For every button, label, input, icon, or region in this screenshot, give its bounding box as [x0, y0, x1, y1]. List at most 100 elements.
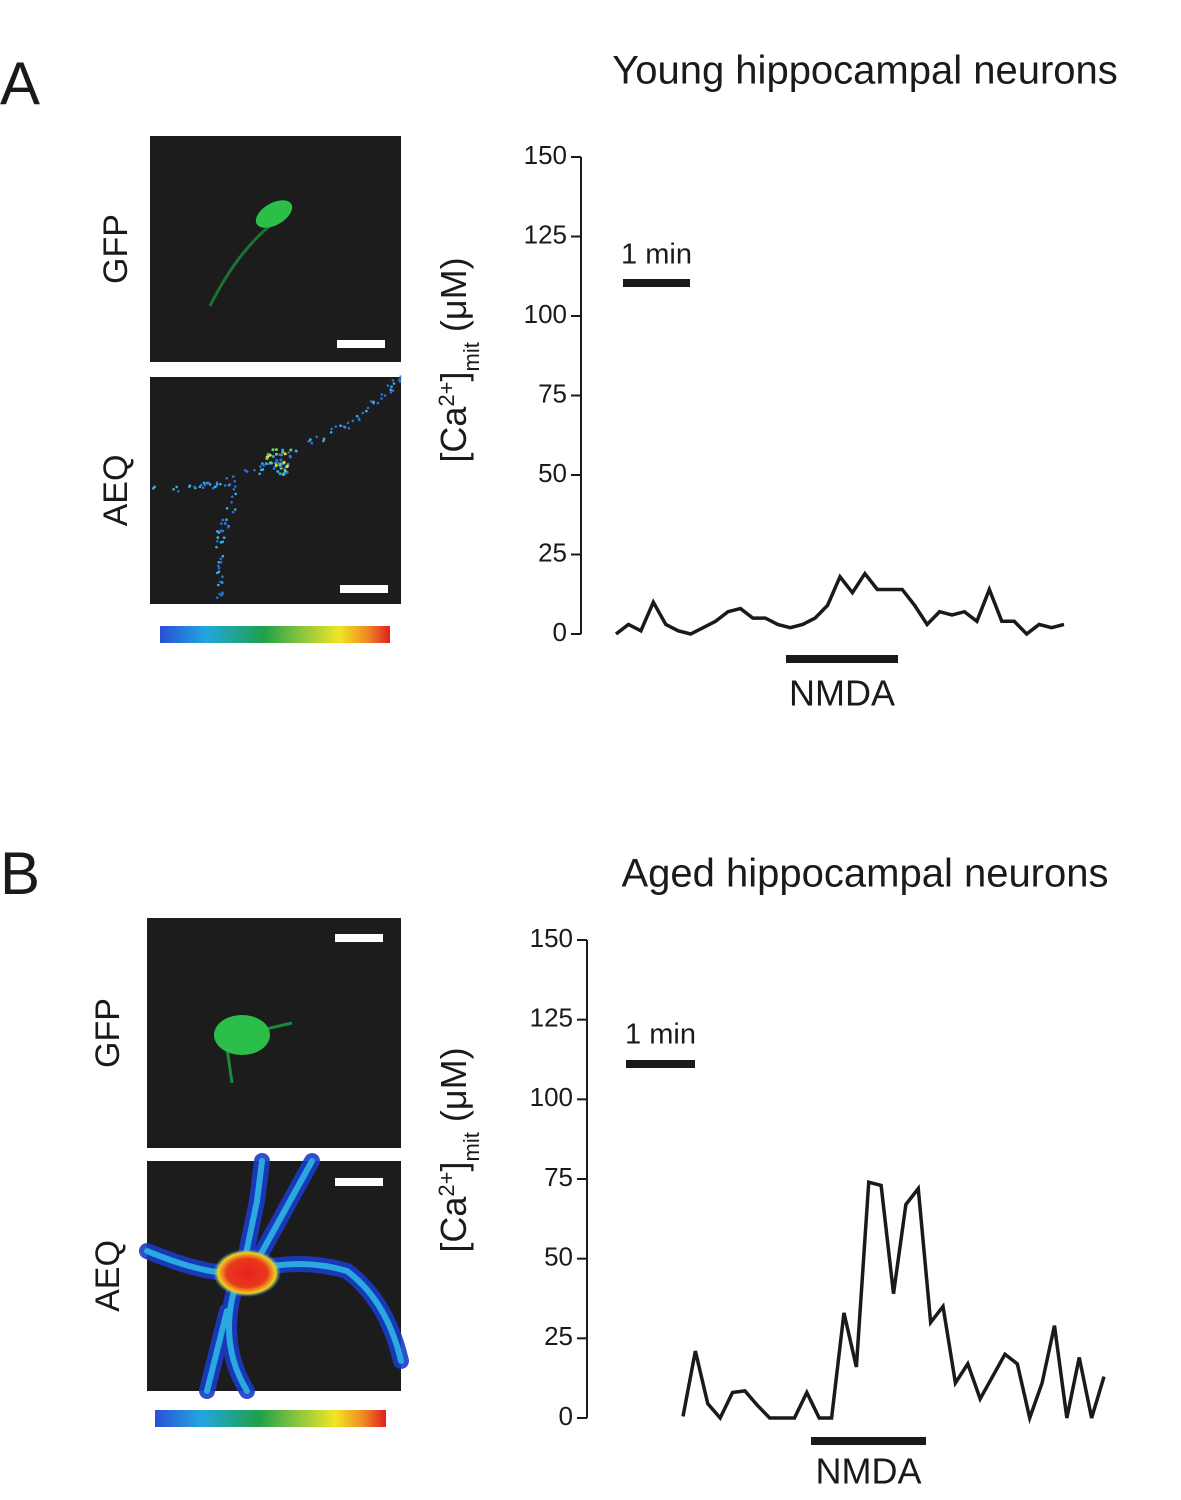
y-tick-label: 150: [524, 140, 567, 170]
signal-dot: [281, 448, 285, 452]
signal-dot: [221, 518, 225, 522]
signal-dot: [271, 455, 275, 459]
signal-dot: [202, 481, 206, 485]
signal-dot: [288, 455, 292, 459]
signal-dot: [216, 583, 220, 587]
signal-dot: [334, 425, 338, 428]
data-line: [614, 570, 1065, 637]
panel-letter: B: [0, 840, 40, 907]
signal-dot: [315, 435, 318, 439]
signal-dot: [339, 424, 342, 428]
signal-dot: [268, 453, 272, 457]
signal-dot: [245, 470, 249, 473]
time-scale-label: 1 min: [621, 239, 692, 271]
signal-dot: [233, 508, 237, 511]
image-label: GFP: [89, 998, 127, 1068]
y-axis-label-part: ]: [433, 371, 474, 381]
y-tick-label: 125: [524, 219, 567, 249]
signal-dot: [215, 481, 219, 484]
signal-dot: [198, 485, 202, 489]
signal-dot: [351, 419, 355, 423]
y-tick-label: 50: [538, 458, 567, 488]
signal-dot: [217, 564, 220, 568]
signal-dot: [233, 485, 237, 488]
signal-dot: [392, 382, 396, 385]
y-tick-label: 100: [524, 299, 567, 329]
signal-dot: [219, 482, 222, 486]
signal-dot: [276, 461, 280, 465]
signal-dot: [279, 458, 283, 462]
y-axis-label-part: [Ca: [433, 1196, 474, 1253]
signal-dot: [383, 394, 387, 397]
signal-dot: [347, 426, 351, 430]
panel-letter: A: [0, 50, 40, 117]
y-tick-label: 25: [538, 537, 567, 567]
signal-dot: [228, 483, 232, 486]
signal-dot: [217, 560, 221, 564]
signal-dot: [390, 385, 393, 388]
signal-dot: [215, 545, 218, 549]
y-tick-label: 0: [553, 617, 567, 647]
signal-dot: [221, 540, 225, 544]
signal-dot: [175, 485, 178, 489]
signal-dot: [200, 483, 203, 487]
y-tick-label: 75: [538, 378, 567, 408]
signal-dot: [222, 536, 226, 539]
signal-dot: [218, 592, 222, 596]
signal-dot: [342, 425, 346, 428]
signal-dot: [233, 479, 236, 483]
signal-dot: [223, 521, 227, 525]
y-tick-label: 150: [530, 923, 573, 953]
signal-dot: [361, 411, 365, 415]
signal-dot: [201, 486, 205, 490]
signal-dot: [346, 421, 350, 425]
signal-dot: [215, 571, 219, 575]
signal-dot: [221, 591, 224, 594]
stimulus-bar: [786, 655, 898, 663]
signal-dot: [231, 475, 235, 478]
signal-dot: [274, 464, 278, 468]
signal-dot: [259, 465, 262, 468]
signal-dot: [232, 487, 236, 491]
y-tick-label: 125: [530, 1003, 573, 1033]
signal-dot: [391, 379, 395, 382]
signal-dot: [262, 464, 266, 467]
time-scale-bar: [623, 279, 690, 287]
signal-dot: [217, 566, 221, 570]
signal-dot: [223, 484, 227, 487]
signal-dot: [389, 391, 393, 394]
y-axis-label-part: mit: [459, 342, 484, 371]
signal-dot: [216, 536, 220, 539]
signal-dot: [274, 452, 278, 456]
signal-dot: [219, 529, 223, 532]
stimulus-label: NMDA: [789, 673, 895, 714]
signal-dot: [276, 470, 280, 474]
signal-dot: [386, 384, 390, 387]
signal-dot: [274, 448, 278, 452]
scale-bar: [335, 1178, 383, 1186]
signal-dot: [282, 471, 286, 475]
signal-dot: [358, 418, 361, 422]
signal-dot: [376, 401, 380, 405]
signal-dot: [260, 468, 263, 472]
gfp-image: [147, 918, 401, 1148]
signal-dot: [215, 483, 219, 486]
signal-dot: [278, 463, 282, 467]
signal-dot: [226, 525, 230, 529]
y-tick-label: 100: [530, 1082, 573, 1112]
signal-dot: [322, 439, 325, 443]
signal-dot: [289, 448, 293, 452]
signal-dot: [243, 469, 247, 472]
signal-dot: [216, 539, 219, 543]
signal-dot: [272, 467, 276, 470]
y-axis-label-part: [Ca: [433, 406, 474, 463]
signal-dot: [307, 439, 310, 443]
signal-dot: [283, 452, 287, 456]
signal-dot: [217, 531, 221, 534]
signal-dot: [172, 487, 175, 491]
signal-dot: [219, 557, 223, 561]
signal-dot: [211, 487, 215, 490]
color-bar: [160, 626, 390, 643]
color-bar: [155, 1410, 386, 1427]
